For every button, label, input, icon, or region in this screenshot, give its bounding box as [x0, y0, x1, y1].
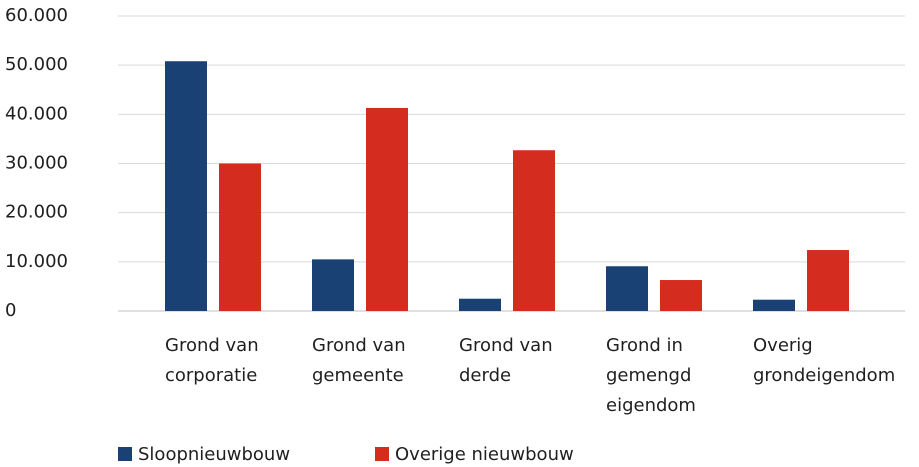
- y-tick-label: 0: [5, 300, 16, 321]
- bar: [660, 280, 702, 311]
- legend-swatch: [375, 447, 389, 461]
- legend-label: Sloopnieuwbouw: [138, 444, 290, 465]
- bar: [513, 150, 555, 311]
- y-tick-label: 60.000: [5, 5, 68, 26]
- y-tick-label: 50.000: [5, 54, 68, 75]
- x-tick-label: Grond van corporatie: [165, 335, 259, 386]
- legend-label: Overige nieuwbouw: [395, 444, 574, 465]
- y-tick-label: 40.000: [5, 103, 68, 124]
- x-tick-label: Grond van gemeente: [312, 335, 406, 386]
- x-tick-label: Grond in gemengd eigendom: [606, 335, 696, 416]
- x-tick-label: Overig grondeigendom: [753, 335, 896, 386]
- legend-swatch: [118, 447, 132, 461]
- bar: [459, 298, 501, 311]
- x-tick-label: Grond van derde: [459, 335, 553, 386]
- bar: [807, 250, 849, 311]
- bar: [219, 163, 261, 311]
- bar: [606, 266, 648, 311]
- bar: [753, 299, 795, 311]
- y-tick-label: 10.000: [5, 251, 68, 272]
- y-tick-label: 20.000: [5, 202, 68, 223]
- y-tick-label: 30.000: [5, 153, 68, 174]
- bar: [366, 107, 408, 311]
- bar: [312, 259, 354, 311]
- bar: [165, 61, 207, 311]
